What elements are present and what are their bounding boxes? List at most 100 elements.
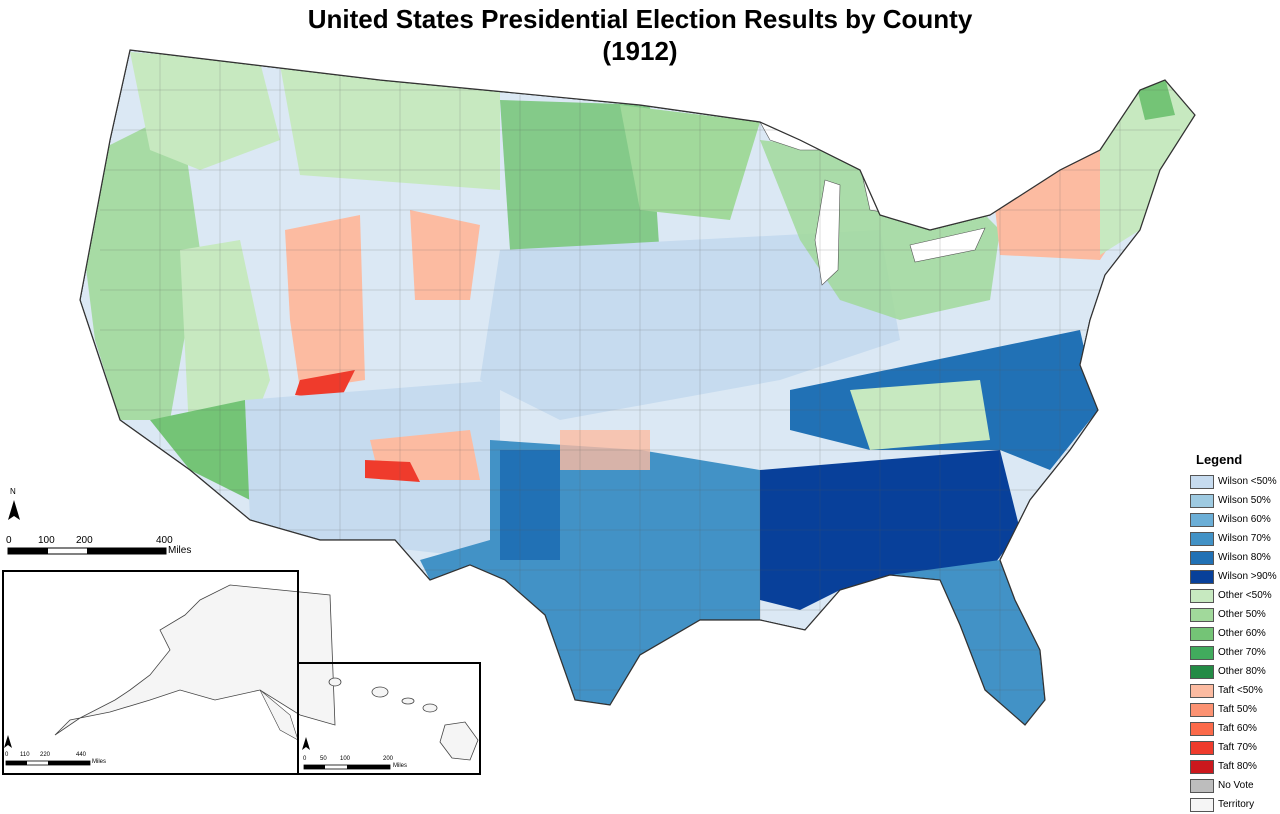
main-scale-tick-1: 100	[38, 535, 55, 546]
legend-label: Wilson >90%	[1218, 571, 1277, 582]
main-scale-unit: Miles	[168, 545, 192, 556]
hawaii-scale-tick-1: 50	[320, 756, 327, 762]
legend-item: Other 50%	[1190, 605, 1278, 624]
us-border-top	[79, 49, 1196, 726]
hawaii-scale-tick-3: 200	[383, 756, 394, 762]
legend-item: Taft 50%	[1190, 700, 1278, 719]
region-florida-blue	[890, 560, 1045, 725]
alaska-shape	[54, 584, 336, 741]
map-title: United States Presidential Election Resu…	[307, 4, 973, 34]
legend-item: No Vote	[1190, 776, 1278, 795]
legend-item: Taft 70%	[1190, 738, 1278, 757]
legend-swatch	[1190, 759, 1214, 774]
legend-swatch	[1190, 550, 1214, 565]
hawaii-scale-tick-0: 0	[303, 756, 307, 762]
north-arrow-label: N	[10, 487, 16, 496]
main-scale-tick-3: 400	[156, 535, 173, 546]
legend-label: Taft 80%	[1218, 761, 1257, 772]
legend-item: Territory	[1190, 795, 1278, 814]
lake-michigan	[814, 179, 841, 286]
alaska-scale-tick-3: 440	[76, 752, 87, 758]
legend-item: Wilson >90%	[1190, 567, 1278, 586]
alaska-scale-tick-2: 220	[40, 752, 51, 758]
legend-item: Other <50%	[1190, 586, 1278, 605]
legend-item: Taft <50%	[1190, 681, 1278, 700]
region-wyoming-taft	[410, 210, 480, 300]
main-scale-tick-2: 200	[76, 535, 93, 546]
region-appalachia-light	[850, 380, 990, 450]
hawaii-scale-tick-2: 100	[340, 756, 351, 762]
legend-swatch	[1190, 626, 1214, 641]
legend-label: Territory	[1218, 799, 1255, 810]
region-nm-taft-red	[365, 460, 420, 482]
legend-swatch	[1190, 702, 1214, 717]
legend-swatch	[1190, 740, 1214, 755]
legend-label: Other 50%	[1218, 609, 1266, 620]
region-midwest-light	[480, 230, 900, 420]
hawaii-north-arrow-icon	[302, 737, 310, 750]
legend-label: Other <50%	[1218, 590, 1272, 601]
hawaii-inset	[297, 662, 481, 775]
legend-item: Taft 80%	[1190, 757, 1278, 776]
main-scale-bar	[7, 547, 167, 555]
legend-item: Other 60%	[1190, 624, 1278, 643]
legend-swatch	[1190, 664, 1214, 679]
legend-item: Wilson 50%	[1190, 491, 1278, 510]
alaska-scale-tick-0: 0	[5, 752, 9, 758]
legend-item: Wilson 60%	[1190, 510, 1278, 529]
alaska-inset	[2, 570, 299, 775]
legend-swatch	[1190, 645, 1214, 660]
legend-swatch	[1190, 493, 1214, 508]
legend-label: Other 70%	[1218, 647, 1266, 658]
hawaii-islands	[328, 677, 479, 761]
legend-label: Wilson 70%	[1218, 533, 1271, 544]
legend-items: Wilson <50% Wilson 50% Wilson 60% Wilson…	[1190, 472, 1278, 814]
legend-title: Legend	[1196, 452, 1243, 467]
legend-label: Wilson 50%	[1218, 495, 1271, 506]
legend-swatch	[1190, 607, 1214, 622]
legend-label: Wilson <50%	[1218, 476, 1277, 487]
alaska-north-arrow-icon	[4, 735, 12, 748]
hawaii-scale-unit: Miles	[393, 763, 408, 769]
legend-label: Other 60%	[1218, 628, 1266, 639]
legend-swatch	[1190, 778, 1214, 793]
legend-swatch	[1190, 683, 1214, 698]
legend: Legend Wilson <50% Wilson 50% Wilson 60%…	[1190, 452, 1278, 814]
legend-label: Taft 60%	[1218, 723, 1257, 734]
region-utah-taft	[285, 215, 365, 390]
map-subtitle-year: (1912)	[602, 36, 678, 66]
alaska-scale-tick-1: 110	[20, 752, 30, 758]
legend-item: Wilson <50%	[1190, 472, 1278, 491]
main-scale-tick-0: 0	[6, 535, 12, 546]
region-new-england	[1100, 80, 1195, 255]
legend-label: Other 80%	[1218, 666, 1266, 677]
region-pacific-green	[85, 110, 200, 420]
legend-label: No Vote	[1218, 780, 1254, 791]
legend-swatch	[1190, 721, 1214, 736]
north-arrow-icon	[8, 500, 20, 520]
legend-label: Taft 50%	[1218, 704, 1257, 715]
hawaii-scale-bar	[303, 764, 391, 770]
legend-item: Other 80%	[1190, 662, 1278, 681]
legend-swatch	[1190, 531, 1214, 546]
map-canvas: N	[0, 0, 1280, 777]
legend-swatch	[1190, 474, 1214, 489]
region-minnesota-green	[620, 105, 760, 220]
legend-swatch	[1190, 797, 1214, 812]
legend-label: Wilson 60%	[1218, 514, 1271, 525]
region-northwest-green	[130, 52, 280, 170]
alaska-scale-unit: Miles	[92, 759, 107, 765]
legend-item: Taft 60%	[1190, 719, 1278, 738]
legend-label: Taft 70%	[1218, 742, 1257, 753]
region-montana-green	[280, 65, 500, 190]
legend-swatch	[1190, 512, 1214, 527]
alaska-scale-bar	[5, 760, 91, 766]
legend-item: Wilson 80%	[1190, 548, 1278, 567]
region-texas-deep	[500, 450, 560, 560]
legend-label: Wilson 80%	[1218, 552, 1271, 563]
outside-mask	[0, 0, 1280, 777]
legend-item: Wilson 70%	[1190, 529, 1278, 548]
legend-label: Taft <50%	[1218, 685, 1263, 696]
legend-item: Other 70%	[1190, 643, 1278, 662]
legend-swatch	[1190, 569, 1214, 584]
